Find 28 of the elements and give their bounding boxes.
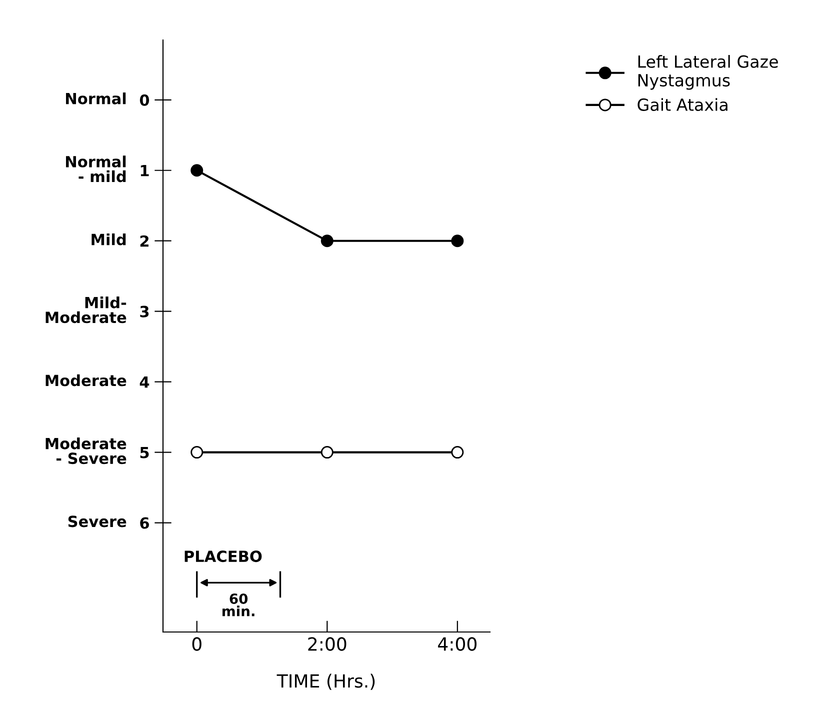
legend-label: Left Lateral Gaze Nystagmus <box>638 55 778 90</box>
text: Mild <box>92 233 126 246</box>
text: Moderate <box>46 374 126 386</box>
point <box>190 164 204 177</box>
point <box>320 446 334 459</box>
y-tick-label: 6 <box>140 517 149 529</box>
x-tick-label: 2:00 <box>308 637 346 651</box>
point <box>451 446 464 459</box>
y-tick-label: 1 <box>140 165 149 176</box>
y-tick-label: 0 <box>140 94 150 106</box>
y-tick-label: 4 <box>140 376 150 388</box>
text: Moderate - Severe <box>46 438 126 464</box>
y-tick-label: 2 <box>140 235 148 247</box>
x-tick-label: 0 <box>192 637 202 651</box>
text: Normal - mild <box>66 156 126 182</box>
x-tick-label: 4:00 <box>438 637 477 651</box>
point <box>190 446 204 459</box>
annotation: 60 min. <box>222 593 254 616</box>
y-tick-label: 3 <box>140 306 149 318</box>
point <box>451 234 464 248</box>
annotation: PLACEBO <box>184 550 262 562</box>
legend-label: Gait Ataxia <box>638 98 728 112</box>
text: Normal <box>66 92 126 104</box>
text: Mild- Moderate <box>46 296 126 324</box>
text: Severe <box>68 516 126 528</box>
y-tick-label: 5 <box>140 446 149 458</box>
x-axis-title: TIME (Hrs.) <box>276 674 375 690</box>
point <box>320 234 334 248</box>
